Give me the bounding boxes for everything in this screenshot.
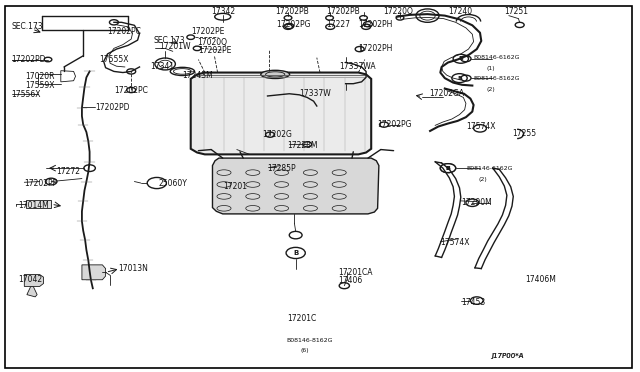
- Text: B08146-6162G: B08146-6162G: [474, 55, 520, 60]
- Text: 17272: 17272: [56, 167, 81, 176]
- Text: J17P00*A: J17P00*A: [492, 353, 524, 359]
- Text: J17P00*A: J17P00*A: [492, 353, 524, 359]
- Text: 17201W: 17201W: [159, 42, 190, 51]
- Text: B: B: [445, 166, 451, 171]
- Text: 17574X: 17574X: [466, 122, 495, 131]
- Circle shape: [452, 74, 467, 83]
- Text: 17559X: 17559X: [26, 81, 55, 90]
- Bar: [26, 200, 51, 208]
- Text: 17285P: 17285P: [268, 164, 296, 173]
- Text: SEC.173: SEC.173: [12, 22, 43, 31]
- Text: 17201CA: 17201CA: [338, 268, 372, 277]
- Text: 17202PH: 17202PH: [358, 20, 393, 29]
- Text: 17202PD: 17202PD: [12, 55, 46, 64]
- Text: B08146-8162G: B08146-8162G: [287, 338, 333, 343]
- Text: 17042: 17042: [18, 275, 42, 284]
- Text: 17202PD: 17202PD: [95, 103, 129, 112]
- Polygon shape: [27, 286, 37, 297]
- Text: (2): (2): [486, 87, 495, 92]
- Circle shape: [453, 54, 468, 63]
- Text: (6): (6): [301, 348, 309, 353]
- Text: 17202PE: 17202PE: [198, 46, 232, 55]
- Text: 17337W: 17337W: [300, 89, 332, 98]
- Text: 17020Q: 17020Q: [197, 38, 227, 47]
- Text: 17555X: 17555X: [99, 55, 129, 64]
- Text: 17202G: 17202G: [262, 130, 292, 139]
- Text: 17251: 17251: [504, 7, 529, 16]
- Circle shape: [440, 164, 456, 173]
- Text: 17202PC: 17202PC: [114, 86, 148, 94]
- Text: 17342: 17342: [211, 7, 236, 16]
- Text: B: B: [458, 56, 463, 61]
- Text: 17202PB: 17202PB: [326, 7, 360, 16]
- Text: B08146-6162G: B08146-6162G: [466, 166, 513, 171]
- Text: 17202PE: 17202PE: [191, 27, 224, 36]
- Text: 17202GA: 17202GA: [429, 89, 464, 98]
- Text: 17337WA: 17337WA: [339, 62, 376, 71]
- Polygon shape: [24, 275, 44, 286]
- Polygon shape: [191, 73, 371, 154]
- Text: 17453: 17453: [461, 298, 485, 307]
- Circle shape: [286, 247, 305, 259]
- Ellipse shape: [261, 70, 289, 78]
- Text: SEC.173: SEC.173: [154, 36, 185, 45]
- Text: 17014M: 17014M: [18, 201, 49, 210]
- Text: 17013N: 17013N: [118, 264, 148, 273]
- Text: 17202PB: 17202PB: [275, 7, 309, 16]
- Text: 17243M: 17243M: [182, 71, 213, 80]
- Circle shape: [440, 164, 456, 173]
- Text: 17020R: 17020R: [26, 72, 55, 81]
- Text: B: B: [445, 166, 451, 171]
- Text: (1): (1): [486, 66, 495, 71]
- Text: 17201: 17201: [223, 182, 246, 191]
- Text: 17202PG: 17202PG: [378, 120, 412, 129]
- Text: 17228M: 17228M: [287, 141, 317, 150]
- Text: 17202PG: 17202PG: [276, 20, 311, 29]
- Text: 17240: 17240: [448, 7, 472, 16]
- Polygon shape: [212, 158, 379, 214]
- Text: 17255: 17255: [512, 129, 536, 138]
- Text: B: B: [293, 250, 298, 256]
- Text: 17201C: 17201C: [287, 314, 316, 323]
- Text: B: B: [457, 76, 462, 81]
- Text: 17220Q: 17220Q: [383, 7, 413, 16]
- Text: 17341: 17341: [150, 62, 175, 71]
- Text: 17202PC: 17202PC: [108, 27, 141, 36]
- Text: 17574X: 17574X: [440, 238, 470, 247]
- Text: 17202PH: 17202PH: [358, 44, 393, 53]
- Text: 17406M: 17406M: [525, 275, 556, 284]
- Text: B08146-8162G: B08146-8162G: [474, 76, 520, 81]
- Text: 17290M: 17290M: [461, 198, 492, 207]
- Text: 17227: 17227: [326, 20, 351, 29]
- Text: 17406: 17406: [338, 276, 362, 285]
- Text: 25060Y: 25060Y: [159, 179, 188, 187]
- Text: (2): (2): [479, 177, 488, 182]
- Polygon shape: [82, 265, 106, 280]
- Text: 17202PF: 17202PF: [24, 179, 58, 187]
- Text: 17556X: 17556X: [12, 90, 41, 99]
